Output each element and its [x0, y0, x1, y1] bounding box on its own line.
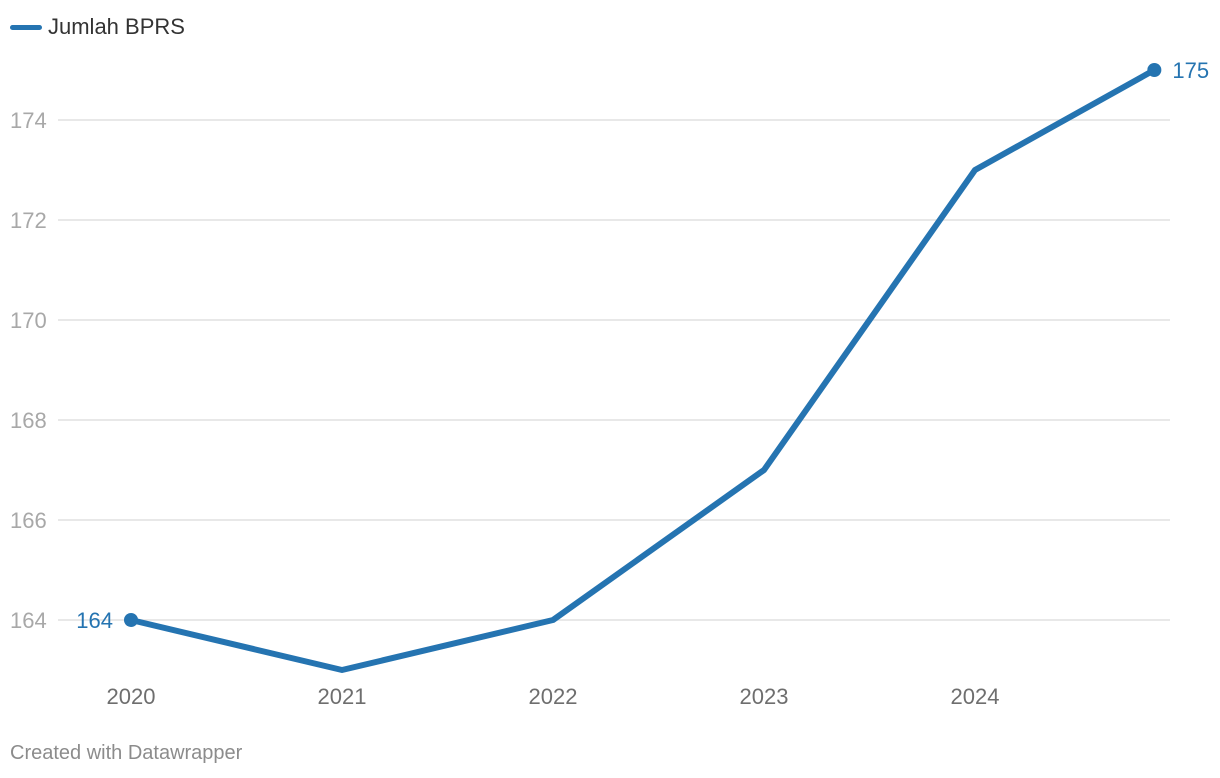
x-tick-label-2023: 2023 — [740, 684, 789, 709]
series-line — [128, 67, 1158, 673]
y-tick-label-164: 164 — [10, 608, 47, 633]
gridlines — [58, 119, 1170, 621]
x-tick-label-2024: 2024 — [951, 684, 1000, 709]
y-tick-label-174: 174 — [10, 108, 47, 133]
data-point-164 — [124, 613, 138, 627]
x-tick-label-2022: 2022 — [529, 684, 578, 709]
data-labels: 164 175 — [76, 58, 1209, 633]
x-tick-label-2021: 2021 — [318, 684, 367, 709]
y-tick-label-166: 166 — [10, 508, 47, 533]
legend-line-icon — [10, 24, 42, 30]
credit-text[interactable]: Created with Datawrapper — [10, 742, 243, 764]
data-label-164: 164 — [76, 608, 113, 633]
y-axis-ticks: 164 166 168 170 172 174 — [10, 108, 47, 633]
legend-label: Jumlah BPRS — [48, 14, 185, 39]
x-tick-label-2020: 2020 — [107, 684, 156, 709]
series-jumlah-bprs — [124, 63, 1162, 673]
data-point-175 — [1147, 63, 1162, 77]
y-tick-label-172: 172 — [10, 208, 47, 233]
y-tick-label-170: 170 — [10, 308, 47, 333]
legend: Jumlah BPRS — [10, 14, 185, 40]
data-label-175: 175 — [1172, 58, 1209, 83]
x-axis-ticks: 2020 2021 2022 2023 2024 — [107, 684, 1000, 709]
y-tick-label-168: 168 — [10, 408, 47, 433]
